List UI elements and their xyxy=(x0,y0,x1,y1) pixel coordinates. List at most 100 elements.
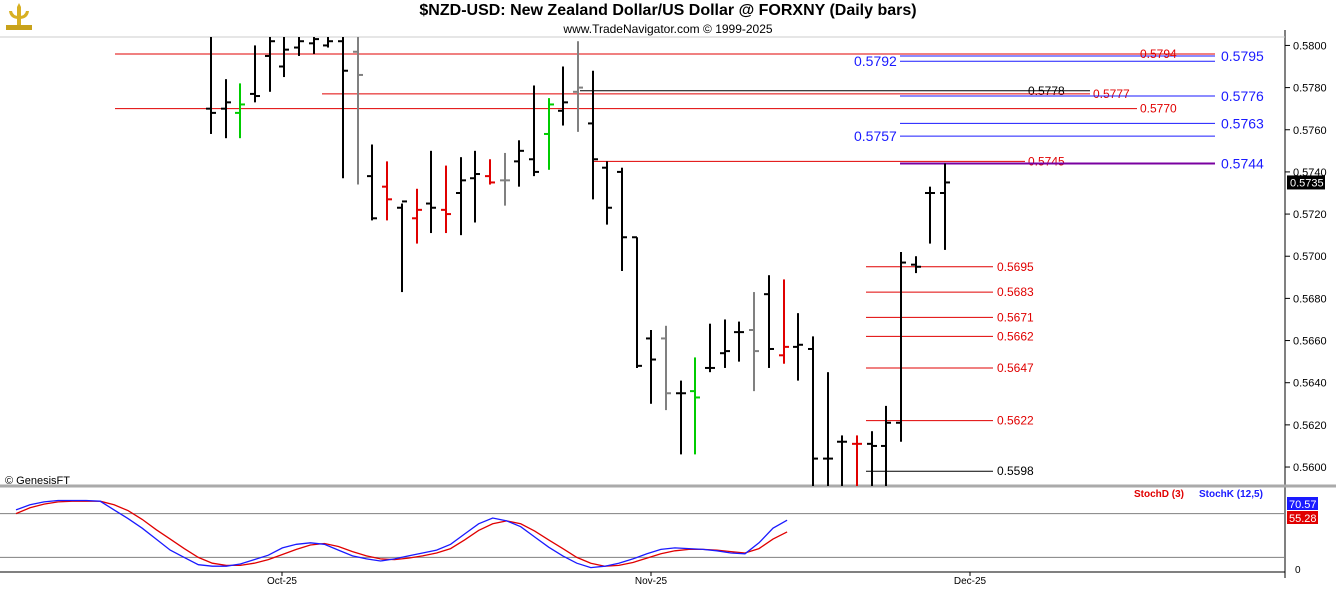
stochk-line xyxy=(15,499,788,569)
ohlc-bar xyxy=(602,161,612,225)
ohlc-bar xyxy=(470,150,480,223)
copyright-label: © GenesisFT xyxy=(5,475,70,487)
ohlc-bar xyxy=(441,165,451,234)
level-label: 0.5777 xyxy=(1093,87,1130,101)
level-label: 0.5683 xyxy=(997,285,1034,299)
time-label: Dec-25 xyxy=(954,576,987,587)
ohlc-bar xyxy=(940,163,950,250)
ohlc-bar xyxy=(500,152,510,206)
last-price-box xyxy=(1287,175,1325,190)
ohlc-bar xyxy=(823,372,833,486)
stochd-value: 55.28 xyxy=(1289,513,1317,525)
stochastic-panel: StochD (3) StochK (12,5) 70.57 55.28 0 xyxy=(0,489,1318,576)
ohlc-bars xyxy=(206,37,950,486)
level-label: 0.5598 xyxy=(997,464,1034,478)
ohlc-bar xyxy=(705,323,715,373)
ohlc-bar xyxy=(573,41,583,132)
ohlc-bar xyxy=(367,144,377,221)
price-tick-label: 0.5700 xyxy=(1293,251,1327,263)
level-label: 0.5662 xyxy=(997,329,1034,343)
ohlc-bar xyxy=(323,37,333,48)
ohlc-bar xyxy=(867,431,877,486)
ohlc-bar xyxy=(338,37,348,179)
ohlc-bar xyxy=(749,292,759,392)
ohlc-bar xyxy=(353,37,363,185)
stochd-line xyxy=(15,500,788,567)
stochd-legend: StochD (3) xyxy=(1134,489,1184,500)
ohlc-bar xyxy=(397,200,407,293)
ohlc-bar xyxy=(544,98,554,170)
ohlc-bar xyxy=(529,85,539,177)
ohlc-bar xyxy=(558,66,568,126)
level-label: 0.5763 xyxy=(1221,115,1264,131)
stochd-value-box xyxy=(1287,511,1318,524)
ohlc-bar xyxy=(779,279,789,364)
ohlc-bar xyxy=(734,321,744,362)
price-tick-label: 0.5800 xyxy=(1293,40,1327,52)
ohlc-bar xyxy=(896,252,906,442)
chart-title: $NZD-USD: New Zealand Dollar/US Dollar @… xyxy=(419,2,917,19)
time-label: Oct-25 xyxy=(267,576,297,587)
level-label: 0.5757 xyxy=(854,128,897,144)
price-tick-label: 0.5680 xyxy=(1293,293,1327,305)
price-tick-label: 0.5640 xyxy=(1293,378,1327,390)
ohlc-bar xyxy=(764,275,774,368)
stochk-value: 70.57 xyxy=(1289,499,1317,511)
ohlc-bar xyxy=(265,37,275,92)
ohlc-bar xyxy=(309,37,319,54)
ohlc-bar xyxy=(206,37,216,134)
price-tick-label: 0.5720 xyxy=(1293,209,1327,221)
ohlc-bar xyxy=(426,150,436,234)
ohlc-bar xyxy=(514,140,524,187)
price-tick-label: 0.5620 xyxy=(1293,420,1327,432)
level-label: 0.5622 xyxy=(997,414,1034,428)
ohlc-bar xyxy=(221,79,231,139)
time-label: Nov-25 xyxy=(635,576,668,587)
ohlc-bar xyxy=(911,256,921,274)
level-label: 0.5671 xyxy=(997,310,1034,324)
ohlc-bar xyxy=(617,167,627,271)
level-label: 0.5647 xyxy=(997,361,1034,375)
ohlc-bar xyxy=(925,186,935,244)
level-label: 0.5792 xyxy=(854,53,897,69)
price-tick-label: 0.5660 xyxy=(1293,336,1327,348)
ohlc-bar xyxy=(382,161,392,221)
ohlc-bar xyxy=(412,188,422,244)
ohlc-bar xyxy=(837,435,847,486)
price-tick-label: 0.5780 xyxy=(1293,83,1327,95)
ohlc-bar xyxy=(294,37,304,56)
ohlc-bar xyxy=(661,325,671,411)
level-label: 0.5744 xyxy=(1221,155,1264,171)
ohlc-bar xyxy=(250,45,260,103)
chart-frame xyxy=(0,30,1336,578)
price-tick-label: 0.5600 xyxy=(1293,462,1327,474)
level-label: 0.5745 xyxy=(1028,154,1065,168)
last-price-label: 0.5735 xyxy=(1290,177,1324,189)
ohlc-bar xyxy=(646,330,656,404)
ohlc-bar xyxy=(720,319,730,368)
trident-logo-icon xyxy=(6,3,32,30)
ohlc-bar xyxy=(279,37,289,78)
chart-subtitle: www.TradeNavigator.com © 1999-2025 xyxy=(563,22,773,36)
ohlc-bar xyxy=(690,357,700,455)
level-label: 0.5770 xyxy=(1140,102,1177,116)
ohlc-bar xyxy=(881,405,891,486)
level-label: 0.5795 xyxy=(1221,48,1264,64)
price-plot-area xyxy=(0,37,1285,486)
price-tick-label: 0.5760 xyxy=(1293,125,1327,137)
ohlc-bar xyxy=(852,435,862,486)
level-label: 0.5695 xyxy=(997,260,1034,274)
level-label: 0.5776 xyxy=(1221,88,1264,104)
ohlc-bar xyxy=(808,336,818,486)
ohlc-bar xyxy=(632,236,642,368)
ohlc-bar xyxy=(588,70,598,200)
price-axis: 0.58000.57800.57600.57400.57200.57000.56… xyxy=(1285,40,1327,474)
ohlc-bar xyxy=(456,157,466,236)
stochk-value-box xyxy=(1287,497,1318,510)
ohlc-bar xyxy=(676,380,686,455)
ohlc-bar xyxy=(235,83,245,139)
stoch-axis-zero: 0 xyxy=(1295,565,1301,576)
level-label: 0.5794 xyxy=(1140,47,1177,61)
